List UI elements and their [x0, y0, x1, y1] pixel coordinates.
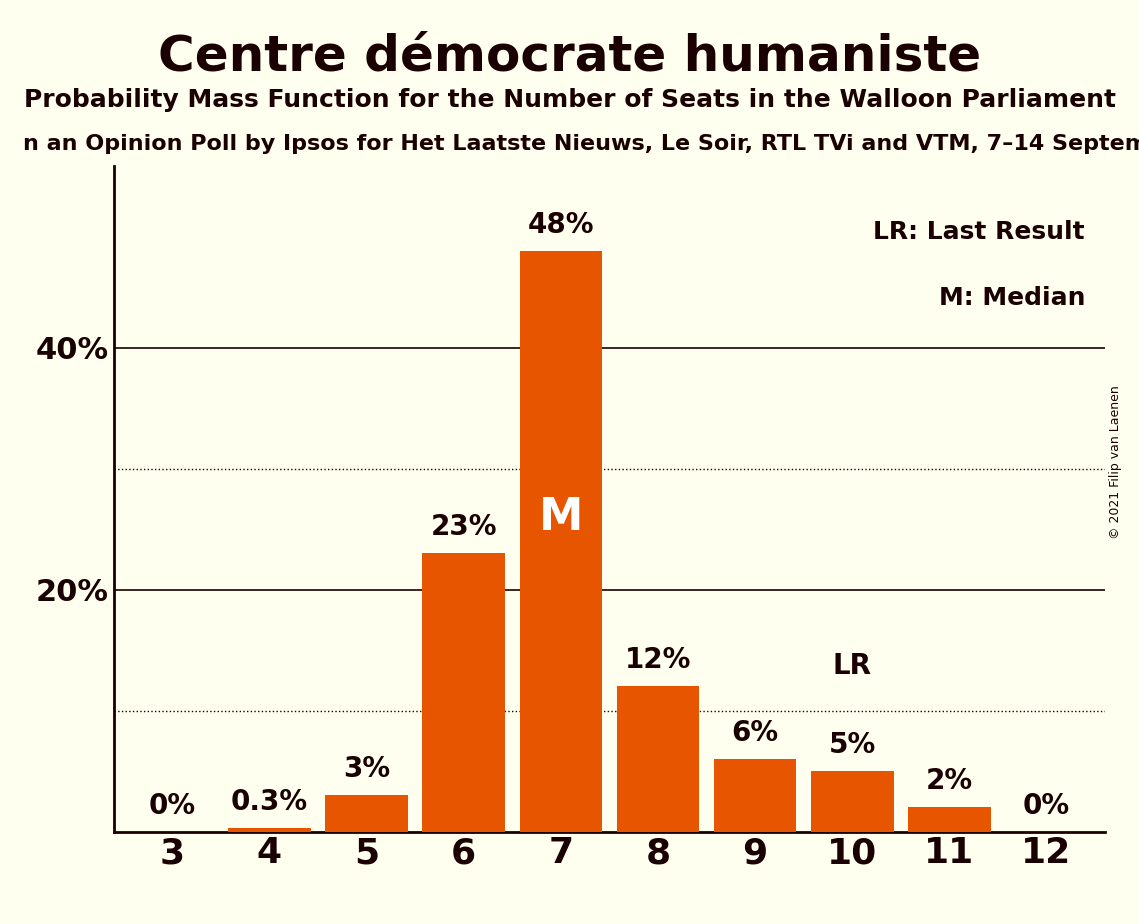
Text: M: Median: M: Median — [939, 286, 1085, 310]
Text: 0%: 0% — [148, 792, 196, 820]
Bar — [908, 808, 991, 832]
Text: 48%: 48% — [527, 211, 595, 239]
Text: LR: Last Result: LR: Last Result — [874, 220, 1085, 244]
Bar — [616, 687, 699, 832]
Text: © 2021 Filip van Laenen: © 2021 Filip van Laenen — [1109, 385, 1122, 539]
Bar — [326, 796, 408, 832]
Text: 6%: 6% — [731, 719, 779, 747]
Text: M: M — [539, 495, 583, 539]
Text: 2%: 2% — [926, 767, 973, 796]
Bar — [811, 772, 893, 832]
Text: 0%: 0% — [1023, 792, 1071, 820]
Text: 0.3%: 0.3% — [231, 788, 308, 816]
Bar — [228, 828, 311, 832]
Text: Probability Mass Function for the Number of Seats in the Walloon Parliament: Probability Mass Function for the Number… — [24, 88, 1115, 112]
Bar — [714, 759, 796, 832]
Text: n an Opinion Poll by Ipsos for Het Laatste Nieuws, Le Soir, RTL TVi and VTM, 7–1: n an Opinion Poll by Ipsos for Het Laats… — [23, 134, 1139, 154]
Text: 12%: 12% — [625, 647, 691, 675]
Bar — [519, 251, 603, 832]
Text: LR: LR — [833, 652, 871, 680]
Bar — [423, 553, 505, 832]
Text: 5%: 5% — [828, 731, 876, 759]
Text: 23%: 23% — [431, 514, 497, 541]
Text: 3%: 3% — [343, 755, 390, 784]
Text: Centre démocrate humaniste: Centre démocrate humaniste — [158, 32, 981, 80]
